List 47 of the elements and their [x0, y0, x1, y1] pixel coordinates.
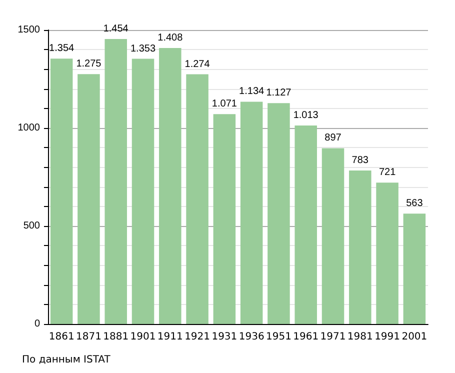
bar — [213, 114, 236, 324]
data-label: 897 — [324, 132, 342, 144]
bar — [186, 74, 208, 324]
data-label: 1.275 — [76, 58, 102, 70]
x-tick-label: 1861 — [48, 332, 74, 342]
x-tick-label: 1871 — [76, 332, 102, 342]
text: По данным ISTAT — [22, 354, 112, 366]
x-tick-label: 1961 — [293, 332, 319, 342]
bar — [403, 214, 426, 324]
data-label: 1.013 — [293, 110, 319, 121]
bar — [78, 74, 100, 324]
x-tick-label: 1991 — [374, 332, 400, 342]
bar — [159, 48, 182, 324]
data-label: 1.274 — [184, 58, 210, 70]
x-tick-label: 1951 — [266, 332, 292, 342]
x-tick-label: 1971 — [320, 332, 346, 342]
x-tick-label: 1911 — [157, 332, 183, 342]
data-label: 1.134 — [239, 86, 265, 98]
x-tick-label: 1931 — [212, 332, 238, 342]
y-tick-label: 1000 — [18, 122, 40, 134]
x-tick-label: 1981 — [347, 332, 373, 342]
bar — [104, 39, 127, 324]
data-label: 1.071 — [212, 98, 238, 110]
x-tick-label: 2001 — [402, 332, 428, 342]
bar — [294, 125, 317, 324]
data-label: 1.354 — [49, 43, 75, 54]
x-tick-label: 1936 — [238, 332, 264, 342]
y-tick-label: 500 — [23, 220, 40, 232]
data-label: 1.408 — [158, 32, 184, 44]
data-label: 721 — [378, 167, 396, 178]
x-tick-label: 1921 — [184, 332, 210, 342]
y-tick-label: 1500 — [18, 24, 40, 36]
x-tick-label: 1881 — [103, 332, 129, 342]
bar — [240, 102, 263, 324]
bar — [322, 148, 344, 324]
bar — [50, 58, 73, 324]
y-tick-label: 0 — [34, 318, 40, 330]
bar — [349, 170, 372, 324]
data-label: 1.127 — [266, 88, 292, 99]
data-label: 563 — [406, 198, 424, 210]
bar — [268, 103, 290, 324]
data-label: 1.454 — [103, 24, 129, 35]
data-label: 1.353 — [130, 43, 156, 54]
data-label: 783 — [352, 155, 369, 166]
x-tick-label: 1901 — [130, 332, 156, 342]
bar — [376, 182, 398, 324]
bar — [132, 58, 154, 324]
